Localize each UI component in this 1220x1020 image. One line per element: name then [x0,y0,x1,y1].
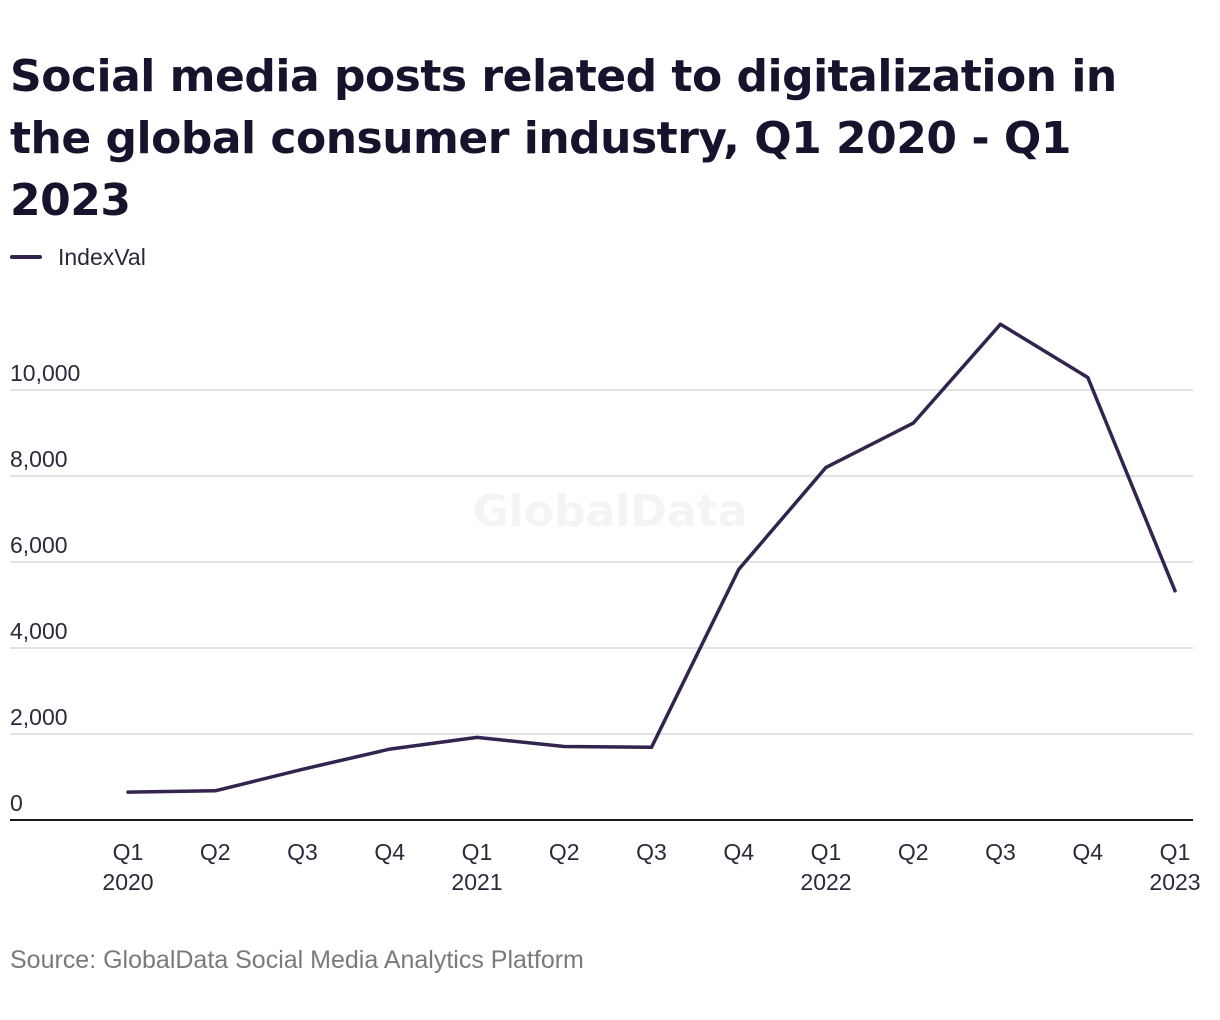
x-tick-label: Q2 [898,839,929,865]
legend: IndexVal [10,242,146,272]
data-point [649,745,654,749]
series-line-indexval [126,322,1177,794]
data-point [1086,375,1090,380]
chart-title: Social media posts related to digitaliza… [10,51,1117,226]
y-tick-label: 10,000 [10,360,80,386]
x-tick-label: Q4 [723,839,754,865]
x-tick-year-label: 2023 [1149,869,1200,895]
x-tick-label: Q3 [985,839,1016,865]
data-point [737,567,741,571]
x-tick-year-label: 2022 [800,869,851,895]
legend-label-indexval: IndexVal [58,243,146,270]
x-tick-year-label: 2020 [102,869,153,895]
watermark-text: GlobalData [473,486,748,537]
data-point [213,789,217,793]
source-note: Source: GlobalData Social Media Analytic… [10,946,584,974]
x-tick-label: Q1 [811,839,842,865]
data-point [475,735,479,740]
data-point [562,744,566,749]
y-tick-label: 0 [10,790,23,816]
data-point [998,322,1003,326]
y-tick-label: 2,000 [10,704,68,730]
data-point [911,421,915,425]
x-tick-label: Q3 [636,839,667,865]
y-tick-label: 6,000 [10,532,68,558]
data-point [824,465,828,469]
x-tick-label: Q1 [113,839,144,865]
x-tick-label: Q1 [462,839,493,865]
x-tick-label: Q4 [374,839,405,865]
line-chart: GlobalData 0 2,000 4,000 6,000 8,000 10,000 Q1 2… [10,322,1201,895]
data-point [300,767,305,771]
y-tick-label: 8,000 [10,446,68,472]
y-tick-label: 4,000 [10,618,68,644]
x-tick-year-label: 2021 [451,869,502,895]
data-point [388,747,392,751]
x-tick-label: Q3 [287,839,318,865]
data-point [1173,589,1177,593]
data-point [126,790,130,794]
legend-line-swatch [10,255,42,259]
x-tick-label: Q4 [1072,839,1103,865]
x-tick-label: Q2 [200,839,231,865]
x-tick-label: Q1 [1160,839,1191,865]
x-tick-label: Q2 [549,839,580,865]
